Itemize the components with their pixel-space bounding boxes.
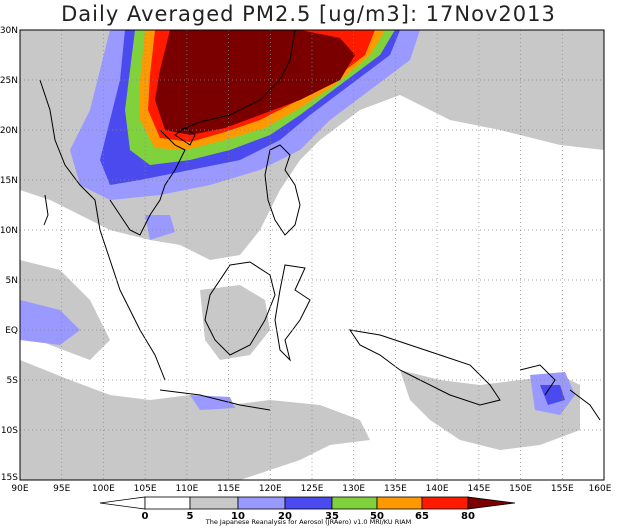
colorbar-label: 35	[325, 511, 339, 522]
colorbar-label: 0	[142, 511, 149, 522]
colorbar-label: 80	[461, 511, 475, 522]
lon-label: 95E	[53, 484, 70, 494]
colorbar-cell	[421, 496, 469, 510]
lon-label: 115E	[217, 484, 240, 494]
colorbar-cell	[237, 496, 286, 510]
lat-label: 5S	[7, 376, 19, 386]
colorbar-label: 5	[187, 511, 194, 522]
grid-lines	[20, 30, 604, 480]
lightblue-patch-coast	[145, 215, 175, 240]
lon-label: 90E	[11, 484, 28, 494]
latitude-labels: 30N 25N 20N 15N 10N 5N EQ 5S 10S 15S	[0, 26, 18, 483]
lon-label: 110E	[175, 484, 198, 494]
lat-label: 20N	[0, 126, 18, 136]
colorbar-cell	[189, 496, 239, 510]
lightblue-patch-java	[190, 395, 235, 410]
lat-label: 15S	[1, 473, 18, 483]
colorbar-cell	[284, 496, 333, 510]
lon-label: 125E	[301, 484, 324, 494]
lon-label: 130E	[342, 484, 365, 494]
map-frame	[19, 29, 605, 481]
lon-label: 105E	[134, 484, 157, 494]
darkblue-patch-se	[540, 385, 565, 405]
colorbar-label: 20	[278, 511, 292, 522]
longitude-labels: 90E 95E 100E 105E 110E 115E 120E 125E 13…	[11, 484, 611, 494]
lon-label: 120E	[259, 484, 282, 494]
lon-label: 100E	[92, 484, 115, 494]
lat-label: 10S	[1, 426, 18, 436]
lat-label: 5N	[6, 276, 18, 286]
colorbar-cell	[144, 496, 191, 510]
colorbar-label: 65	[415, 511, 429, 522]
credit-line: The Japanese Reanalysis for Aerosol (JRA…	[205, 518, 412, 526]
lon-label: 145E	[467, 484, 490, 494]
colorbar-cell	[331, 496, 378, 510]
lon-label: 155E	[551, 484, 574, 494]
lat-label: 30N	[0, 26, 18, 36]
colorbar-label: 50	[370, 511, 384, 522]
concentration-field	[20, 30, 604, 480]
lat-label: 15N	[0, 176, 18, 186]
lat-label: EQ	[5, 326, 18, 336]
lightblue-patch-sw	[20, 300, 80, 345]
lon-label: 160E	[589, 484, 612, 494]
colorbar-cell	[376, 496, 423, 510]
lon-label: 135E	[384, 484, 407, 494]
map-title: Daily Averaged PM2.5 [ug/m3]: 17Nov2013	[61, 2, 556, 26]
lon-label: 140E	[426, 484, 449, 494]
colorbar-cell	[467, 496, 516, 510]
colorbar-cell	[99, 496, 146, 510]
darkred-core	[155, 30, 355, 135]
lon-label: 150E	[509, 484, 532, 494]
colorbar-label: 10	[231, 511, 245, 522]
gray-band-south	[20, 360, 370, 480]
gray-patch-ne	[500, 30, 604, 115]
colorbar: 0 5 10 20 35 50 65 80	[99, 496, 516, 522]
lat-label: 10N	[0, 226, 18, 236]
lat-label: 25N	[0, 76, 18, 86]
